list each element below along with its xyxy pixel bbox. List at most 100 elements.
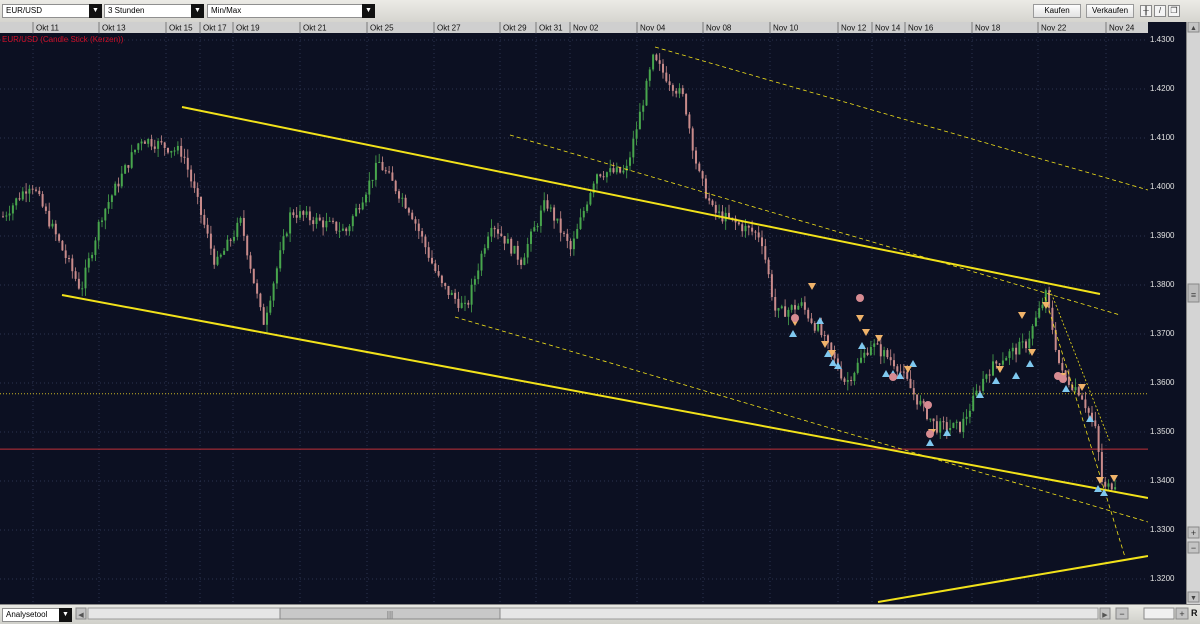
candle-body (642, 105, 645, 112)
buy-signal-marker (882, 370, 890, 377)
sell-signal-marker (1110, 475, 1118, 482)
horizontal-scrollbar[interactable] (88, 608, 1098, 619)
right-edge-letter: R (1191, 608, 1198, 618)
interval-select[interactable]: 3 Stunden ▼ (104, 4, 204, 18)
candle-body (780, 306, 783, 309)
price-chart[interactable]: Okt 11 Okt 13 Okt 15 Okt 17 Okt 19 Okt 21 Okt … (0, 22, 1149, 604)
buy-button[interactable]: Kaufen (1033, 4, 1081, 18)
candle-body (467, 302, 470, 305)
candle-body (272, 283, 275, 301)
buy-signal-marker (976, 391, 984, 398)
candle-body (322, 220, 325, 228)
candle-body (384, 170, 387, 172)
candle-body (810, 318, 813, 324)
candle-body (671, 85, 674, 91)
zoom-out-button[interactable] (1116, 608, 1128, 619)
date-label: Okt 25 (370, 24, 394, 33)
candle-body (341, 228, 344, 231)
candle-body (635, 129, 638, 139)
candle-body (209, 233, 212, 249)
candle-body (767, 259, 770, 275)
chevron-down-icon[interactable]: ▼ (59, 608, 72, 622)
candle-body (150, 139, 153, 147)
instrument-select[interactable]: EUR/USD ▼ (2, 4, 102, 18)
candle-body (879, 344, 882, 357)
candle-body (285, 233, 288, 237)
candle-body (51, 223, 54, 227)
candle-body (497, 229, 499, 234)
candle-body (665, 72, 668, 82)
candle-body (312, 220, 315, 225)
price-label: 1.3900 (1150, 231, 1175, 240)
sell-signal-marker (996, 366, 1004, 373)
candle-body (477, 270, 480, 280)
candle-body (1084, 399, 1087, 409)
signal-dot-marker (889, 373, 897, 381)
bottom-bar: Analysetool ▼ ◀ ||| ▶ − + R (0, 604, 1200, 624)
candle-body (365, 194, 367, 203)
candle-body (21, 191, 24, 200)
candle-body (242, 217, 245, 236)
candle-body (91, 254, 94, 259)
candle-body (955, 421, 958, 423)
candle-body (711, 200, 714, 206)
vertical-scrollbar[interactable]: ▲ ≡ + − ▼ (1186, 21, 1200, 604)
draw-line-icon[interactable]: / (1154, 5, 1166, 17)
candle-body (652, 54, 655, 70)
candle-body (949, 427, 952, 431)
price-type-select[interactable]: Min/Max ▼ (207, 4, 375, 18)
candle-body (196, 188, 199, 197)
price-scale[interactable]: 1.4300 1.4200 1.4100 1.4000 1.3900 1.3800 1.37… (1148, 22, 1186, 604)
price-label: 1.3600 (1150, 378, 1175, 387)
candle-body (328, 220, 331, 222)
zoom-out-icon[interactable] (1187, 541, 1200, 554)
candle-body (761, 237, 763, 247)
candle-body (840, 368, 843, 379)
candle-body (203, 214, 206, 225)
zoom-in-icon[interactable] (1187, 526, 1200, 539)
scroll-up-icon[interactable] (1187, 21, 1200, 33)
candle-body (619, 167, 622, 173)
scroll-thumb[interactable] (1187, 283, 1200, 303)
chevron-down-icon[interactable]: ▼ (191, 4, 204, 18)
candle-body (556, 218, 559, 221)
date-label: Nov 12 (841, 24, 867, 33)
candle-body (906, 371, 909, 379)
candle-type-icon[interactable]: ╫ (1140, 5, 1152, 17)
candle-body (440, 275, 443, 284)
candle-body (681, 88, 684, 95)
candle-body (813, 323, 816, 331)
candle-body (1074, 387, 1077, 391)
buy-signal-marker (1062, 385, 1070, 392)
candle-body (381, 161, 384, 171)
buy-signal-marker (1094, 485, 1102, 492)
candle-body (559, 218, 562, 233)
candle-body (160, 141, 163, 143)
candle-body (239, 217, 242, 223)
candle-body (596, 174, 598, 184)
window-restore-icon[interactable]: ❐ (1168, 5, 1180, 17)
chevron-down-icon[interactable]: ▼ (89, 4, 102, 18)
date-label: Nov 24 (1109, 24, 1135, 33)
candle-body (355, 208, 358, 217)
candle-body (582, 210, 585, 218)
candle-body (87, 258, 90, 268)
date-label: Okt 29 (503, 24, 527, 33)
scroll-down-icon[interactable] (1187, 591, 1200, 603)
candle-body (827, 335, 829, 343)
candle-body (863, 352, 866, 358)
candle-body (163, 142, 166, 149)
candle-body (790, 305, 793, 310)
candle-body (44, 206, 47, 211)
sell-button[interactable]: Verkaufen (1086, 4, 1134, 18)
analysis-tool-select[interactable]: Analysetool ▼ (2, 608, 72, 622)
candle-body (843, 378, 846, 382)
trendline-dashed (454, 316, 1149, 523)
price-label: 1.3200 (1150, 574, 1175, 583)
candle-body (269, 300, 272, 313)
chevron-down-icon[interactable]: ▼ (362, 4, 375, 18)
zoom-in-button[interactable] (1176, 608, 1188, 619)
candle-body (252, 268, 255, 284)
candle-body (787, 309, 790, 317)
candle-body (256, 283, 259, 294)
